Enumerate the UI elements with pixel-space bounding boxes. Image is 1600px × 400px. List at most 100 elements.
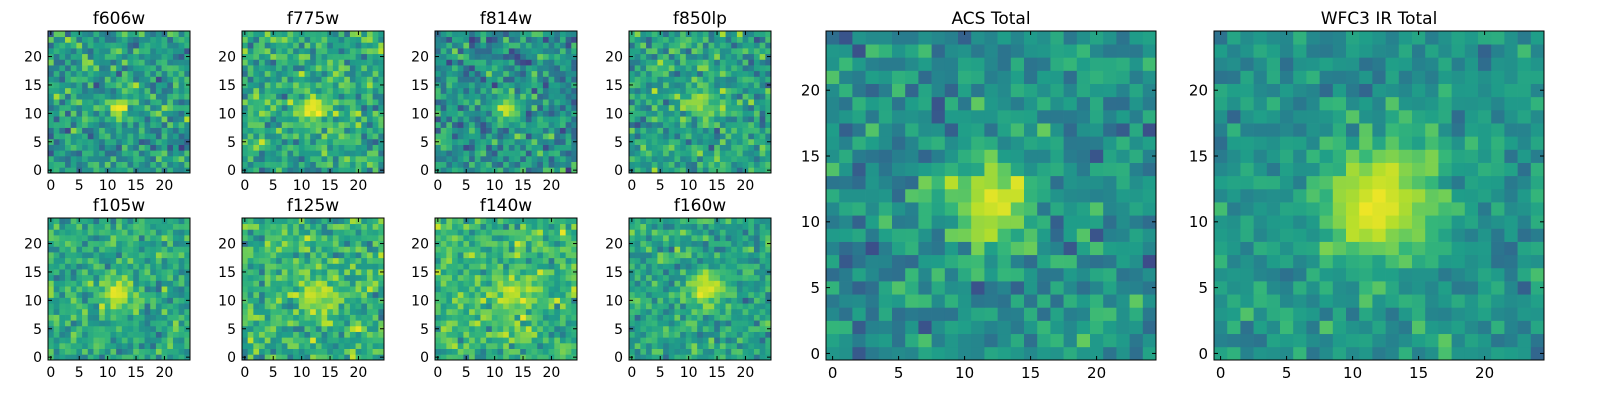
heatmap-cell xyxy=(440,144,447,151)
heatmap-cell xyxy=(287,274,294,281)
heatmap-cell xyxy=(646,121,653,128)
heatmap-cell xyxy=(753,314,760,321)
heatmap-cell xyxy=(59,99,66,106)
heatmap-cell xyxy=(748,31,755,38)
heatmap-cell xyxy=(253,354,260,361)
heatmap-cell xyxy=(452,93,459,100)
heatmap-cell xyxy=(361,144,368,151)
heatmap-cell xyxy=(161,337,168,344)
heatmap-cell xyxy=(725,65,732,72)
heatmap-cell xyxy=(48,303,55,310)
heatmap-cell xyxy=(634,342,641,349)
heatmap-cell xyxy=(104,138,111,145)
heatmap-cell xyxy=(150,93,157,100)
heatmap-cell xyxy=(65,280,72,287)
heatmap-cell xyxy=(82,48,89,55)
heatmap-cell xyxy=(321,252,328,259)
heatmap-cell xyxy=(680,308,687,315)
heatmap-cell xyxy=(651,150,658,157)
heatmap-cell xyxy=(253,314,260,321)
heatmap-cell xyxy=(571,337,578,344)
heatmap-cell xyxy=(172,218,179,225)
heatmap-cell xyxy=(497,110,504,117)
heatmap-cell xyxy=(446,235,453,242)
heatmap-cell xyxy=(259,87,266,94)
heatmap-cell xyxy=(537,70,544,77)
heatmap-cell xyxy=(150,48,157,55)
heatmap-cell xyxy=(321,308,328,315)
heatmap-cell xyxy=(161,286,168,293)
heatmap-cell xyxy=(520,48,527,55)
heatmap-cell xyxy=(548,297,555,304)
heatmap-cell xyxy=(378,223,385,230)
heatmap-cell xyxy=(668,121,675,128)
heatmap-cell xyxy=(247,42,254,49)
heatmap-cell xyxy=(491,331,498,338)
heatmap-cell xyxy=(82,59,89,66)
heatmap-cell xyxy=(452,235,459,242)
heatmap-cell xyxy=(53,325,60,332)
heatmap-cell xyxy=(48,116,55,123)
heatmap-cell xyxy=(304,65,311,72)
heatmap-cell xyxy=(247,240,254,247)
heatmap-cell xyxy=(150,223,157,230)
heatmap-cell xyxy=(554,331,561,338)
heatmap-cell xyxy=(293,229,300,236)
heatmap-cell xyxy=(349,325,356,332)
heatmap-cell xyxy=(110,229,117,236)
heatmap-cell xyxy=(110,167,117,174)
heatmap-cell xyxy=(702,104,709,111)
heatmap-cell xyxy=(70,59,77,66)
axes-frame xyxy=(47,217,191,361)
heatmap-cell xyxy=(87,127,94,134)
heatmap-cell xyxy=(719,291,726,298)
heatmap-cell xyxy=(298,65,305,72)
heatmap-cell xyxy=(253,280,260,287)
heatmap-cell xyxy=(514,127,521,134)
heatmap-cell xyxy=(355,121,362,128)
heatmap-cell xyxy=(634,133,641,140)
heatmap-cell xyxy=(315,263,322,270)
heatmap-cell xyxy=(281,99,288,106)
heatmap-cell xyxy=(104,121,111,128)
heatmap-cell xyxy=(497,87,504,94)
heatmap-cell xyxy=(514,303,521,310)
heatmap-cell xyxy=(116,150,123,157)
heatmap-cell xyxy=(338,246,345,253)
heatmap-cell xyxy=(548,121,555,128)
heatmap-cell xyxy=(293,104,300,111)
heatmap-cell xyxy=(486,127,493,134)
heatmap-cell xyxy=(497,104,504,111)
heatmap-cell xyxy=(161,87,168,94)
heatmap-cell xyxy=(138,65,145,72)
heatmap-cell xyxy=(508,133,515,140)
heatmap-cell xyxy=(178,308,185,315)
heatmap-cell xyxy=(144,48,151,55)
heatmap-cell xyxy=(276,223,283,230)
heatmap-cell xyxy=(657,325,664,332)
heatmap-cell xyxy=(708,280,715,287)
heatmap-cell xyxy=(110,82,117,89)
heatmap-cell xyxy=(708,167,715,174)
heatmap-cell xyxy=(537,303,544,310)
heatmap-cell xyxy=(116,320,123,327)
heatmap-cell xyxy=(293,76,300,83)
heatmap-cell xyxy=(59,269,66,276)
heatmap-cell xyxy=(440,104,447,111)
heatmap-cell xyxy=(82,331,89,338)
heatmap-cell xyxy=(674,337,681,344)
heatmap-cell xyxy=(82,155,89,162)
heatmap-cell xyxy=(497,59,504,66)
heatmap-cell xyxy=(281,303,288,310)
heatmap-cell xyxy=(53,133,60,140)
heatmap-cell xyxy=(355,65,362,72)
heatmap-cell xyxy=(338,65,345,72)
heatmap-cell xyxy=(48,308,55,315)
heatmap-cell xyxy=(253,269,260,276)
heatmap-cell xyxy=(310,269,317,276)
heatmap-cell xyxy=(304,263,311,270)
heatmap-cell xyxy=(127,308,134,315)
heatmap-cell xyxy=(48,65,55,72)
heatmap-cell xyxy=(537,36,544,43)
heatmap-cell xyxy=(708,274,715,281)
